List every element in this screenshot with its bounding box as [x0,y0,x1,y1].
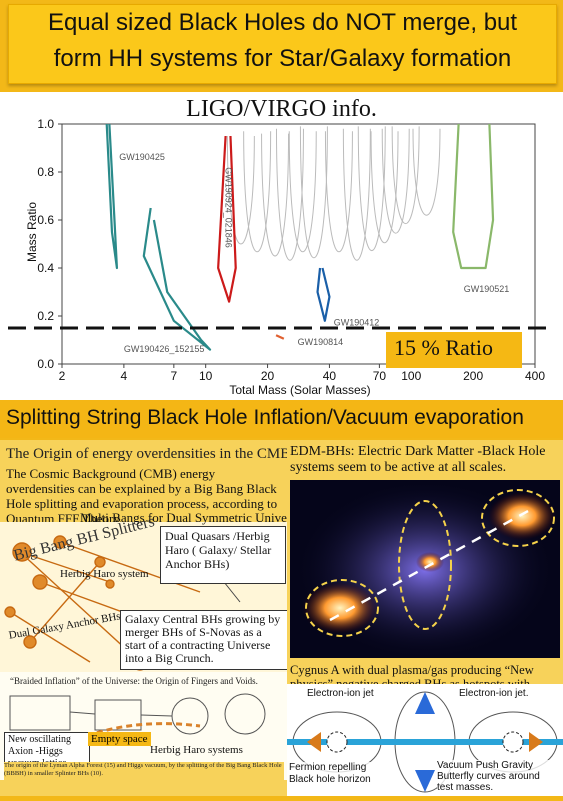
x-tick-label: 40 [323,369,337,383]
background-event-contour [324,131,353,252]
herbig-haro-label: Herbig Haro system [60,568,149,580]
butterfly-graphic [287,691,563,793]
x-tick-label: 7 [170,369,177,383]
background-event-contour [299,126,328,259]
event-contour-gw190924_021846 [217,135,237,303]
mass-ratio-chart: 2 4 7 10 20 40 70 100 200 400 0.0 0.2 0.4 0.6 0.8 1.0 GW… [8,117,548,397]
empty-space-label: Empty space [88,732,151,746]
fermion-label: Fermion repelling Black hole horizon [289,762,389,786]
event-label: GW190924_021846 [224,167,234,248]
vacuum-push-label: Vacuum Push Gravity Butterfly curves aro… [437,760,549,793]
x-tick-label: 10 [199,369,213,383]
background-event-contour [226,135,255,245]
event-contour-gw190814 [275,334,285,340]
x-tick-label: 200 [463,369,483,383]
ratio-annotation: 15 % Ratio [394,335,493,360]
section-title: Splitting String Black Hole Inflation/Va… [6,406,524,429]
cygnus-a-graphic [295,480,556,658]
background-event-contour [357,126,386,251]
y-tick-label: 0.0 [37,357,54,371]
background-event-contour [261,133,290,257]
event-contour-gw190412 [316,267,331,322]
y-tick-label: 1.0 [37,117,54,131]
ratio-annotation-box: 15 % Ratio [386,332,522,368]
x-tick-label: 100 [401,369,421,383]
event-label: GW190521 [464,284,510,294]
y-tick-label: 0.2 [37,309,54,323]
y-axis-label: Mass Ratio [25,202,39,262]
left-paragraph: The Cosmic Background (CMB) energy overd… [6,466,278,526]
event-label: GW190426_152155 [124,344,205,354]
lyman-footer: The origin of the Lyman Alpha Forest (15… [4,762,284,794]
multi-bang-label: Multi Bangs for Dual Symmetric Universes [80,510,308,525]
event-contour-gw190521 [452,123,495,270]
galaxy-central-box: Galaxy Central BHs growing by merger BHs… [120,610,290,670]
y-tick-label: 0.8 [37,165,54,179]
background-event-contour [342,128,371,261]
title-box: Equal sized Black Holes do NOT merge, bu… [8,4,557,84]
cygnus-a-image [290,480,560,658]
event-label: GW190814 [298,337,344,347]
background-event-contour [381,128,410,234]
braided-inflation-caption: “Braided Inflation” of the Universe: the… [10,676,258,686]
x-axis-label: Total Mass (Solar Masses) [229,383,370,397]
x-tick-label: 70 [373,369,387,383]
event-label: GW190412 [334,318,380,328]
background-event-contour [370,131,399,243]
title-line-1: Equal sized Black Holes do NOT merge, bu… [47,9,518,36]
background-event-contour [412,128,441,216]
left-heading: The Origin of energy overdensities in th… [6,446,291,462]
jet-label-left: Electron-ion jet [307,688,374,699]
chart-heading: LIGO/VIRGO info. [186,96,377,122]
jet-label-right: Electron-ion jet. [459,688,529,699]
axion-box: New oscillating Axion -Higgs vacuum latt… [4,732,90,769]
right-heading: EDM-BHs: Electric Dark Matter -Black Hol… [290,444,546,475]
x-tick-label: 2 [59,369,66,383]
background-event-contour [243,131,272,252]
x-tick-label: 400 [525,369,545,383]
event-contour-gw190426_152155 [142,207,212,351]
dual-quasars-box: Dual Quasars /Herbig Haro ( Galaxy/ Stel… [160,526,286,584]
section-bar [0,400,563,438]
plot-frame [61,123,536,365]
y-tick-label: 0.6 [37,213,54,227]
event-contour-gw190425 [105,123,119,270]
x-tick-label: 4 [121,369,128,383]
x-tick-label: 20 [261,369,275,383]
y-tick-label: 0.4 [37,261,54,275]
butterfly-diagram: Electron-ion jet Electron-ion jet. Fermi… [287,684,563,796]
background-event-contour [391,126,420,224]
herbig-systems-label: Herbig Haro systems [150,744,243,756]
background-event-contour [275,128,304,261]
event-label: GW190425 [119,152,165,162]
plot-area: 2 4 7 10 20 40 70 100 200 400 0.0 0.2 0.4 0.6 0.8 1.0 GW… [8,117,548,383]
title-line-2: form HH systems for Star/Galaxy formatio… [53,45,512,72]
background-event-contour [288,131,317,252]
